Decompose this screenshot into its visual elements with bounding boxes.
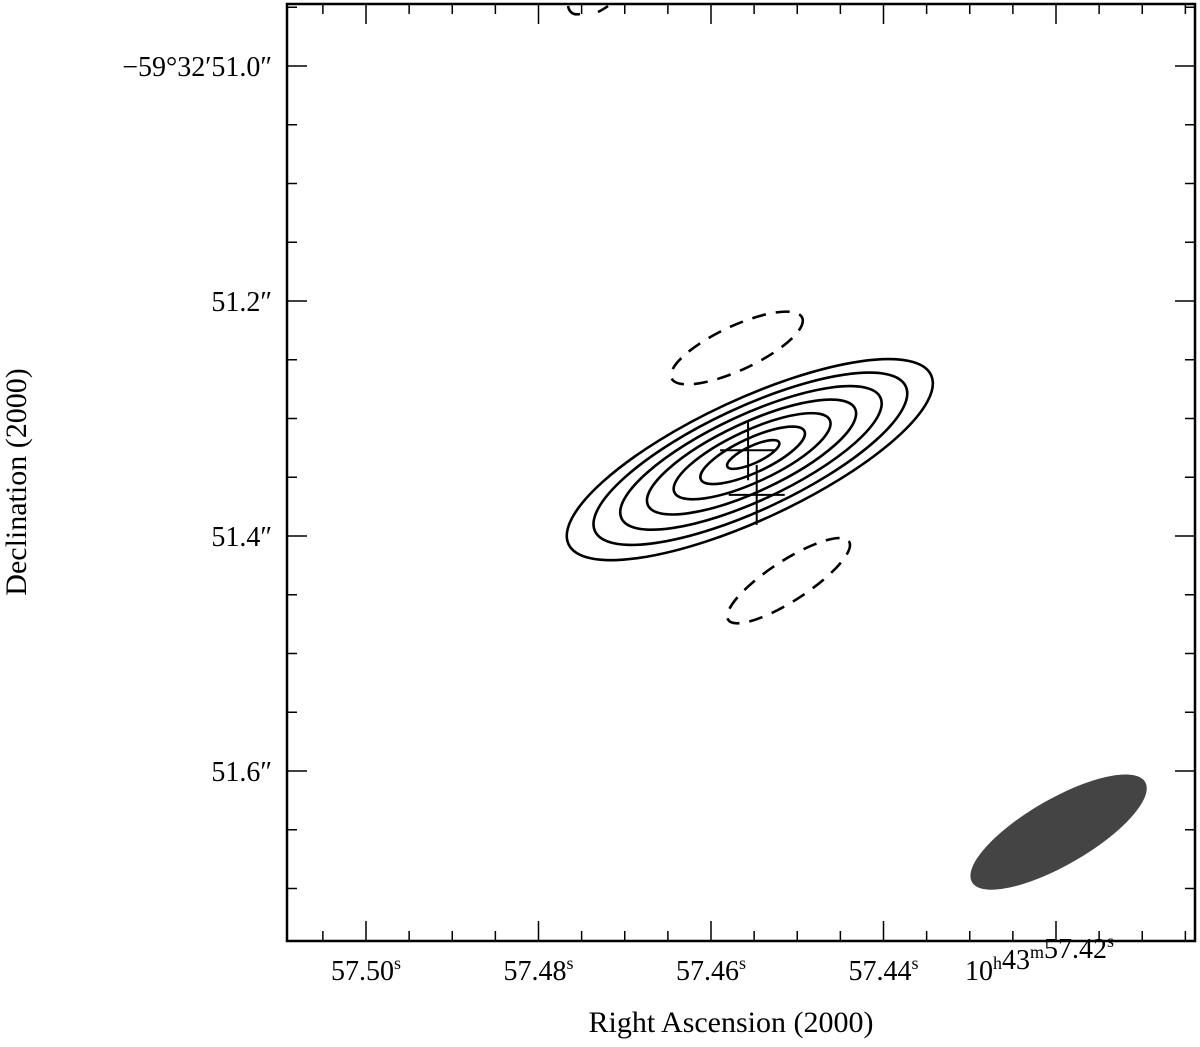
negative-contour-edge: [566, 4, 609, 16]
positive-contour: [699, 425, 807, 486]
x-tick-label: 10h43m57.42s: [965, 931, 1114, 987]
positive-contour: [618, 384, 883, 532]
x-tick-labels: 57.50s 57.48s 57.46s 57.44s 10h43m57.42s: [331, 931, 1114, 987]
y-axis-title: Declination (2000): [0, 368, 33, 595]
positive-contour: [672, 411, 832, 501]
y-tick-label: −59°32′51.0″: [122, 52, 272, 83]
y-tick-labels: −59°32′51.0″ 51.2″ 51.4″ 51.6″: [122, 52, 272, 788]
x-tick-label: 57.44s: [848, 953, 918, 987]
x-tick-label: 57.50s: [331, 953, 401, 987]
positive-contour: [592, 371, 909, 547]
y-tick-label: 51.2″: [211, 287, 272, 318]
beam-ellipse: [970, 774, 1147, 890]
position-markers: [720, 420, 785, 525]
plot-frame: [285, 2, 1197, 943]
positive-contour: [645, 398, 858, 516]
beam-shape: [970, 774, 1147, 890]
y-tick-label: 51.4″: [211, 522, 272, 553]
y-tick-label: 51.6″: [211, 757, 272, 788]
positive-contour: [725, 438, 781, 471]
negative-contour: [669, 310, 805, 386]
x-axis-title: Right Ascension (2000): [589, 1006, 874, 1039]
x-tick-label: 57.46s: [676, 953, 746, 987]
x-tick-label: 57.48s: [503, 953, 573, 987]
positive-contour: [565, 357, 935, 562]
tick-marks: [287, 4, 1195, 941]
negative-contour: [725, 536, 852, 625]
contour-lines: [565, 4, 935, 625]
